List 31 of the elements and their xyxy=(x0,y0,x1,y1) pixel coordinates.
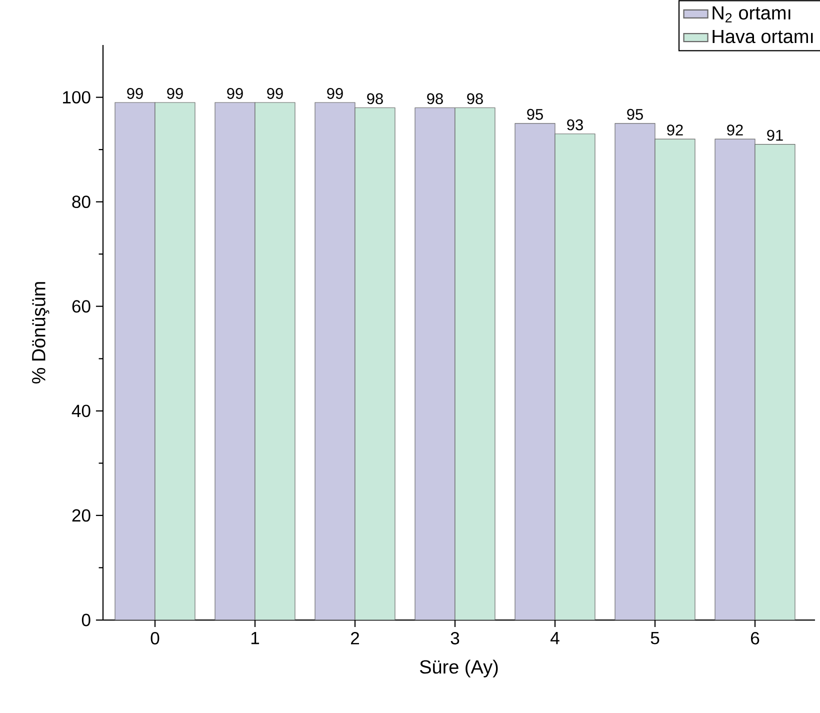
legend-label: N$_{2}$ ortamı xyxy=(712,6,790,22)
data-label: 91 xyxy=(767,130,783,141)
data-label: 99 xyxy=(127,88,143,99)
x-tick-label: 0 xyxy=(150,632,160,644)
data-label: 98 xyxy=(427,93,443,104)
data-label: 92 xyxy=(727,124,743,136)
x-tick-label: 6 xyxy=(751,632,760,644)
data-label: 95 xyxy=(627,108,643,120)
data-label: 98 xyxy=(467,93,483,104)
y-tick-label: 100 xyxy=(63,91,90,104)
y-tick-label: 40 xyxy=(72,404,90,418)
data-label: 99 xyxy=(267,88,283,99)
x-tick-label: 5 xyxy=(650,632,660,644)
x-tick-label: 4 xyxy=(550,632,560,644)
y-axis-title: % Dönüşüm xyxy=(32,282,50,384)
x-tick-label: 1 xyxy=(251,632,260,644)
data-label: 99 xyxy=(167,88,183,99)
data-label: 98 xyxy=(367,93,383,104)
data-label: 99 xyxy=(327,88,343,99)
data-label: 99 xyxy=(227,88,243,99)
y-tick-label: 60 xyxy=(72,300,90,313)
x-tick-label: 2 xyxy=(351,632,360,644)
legend-label: Hava ortamı xyxy=(712,30,813,44)
data-label: 95 xyxy=(527,108,543,120)
y-tick-label: 0 xyxy=(82,614,90,626)
y-tick-label: 80 xyxy=(72,196,90,208)
x-axis-title: Süre (Ay) xyxy=(420,660,498,678)
y-tick-label: 20 xyxy=(72,509,90,522)
data-label: 92 xyxy=(667,124,683,136)
x-tick-label: 3 xyxy=(450,632,460,644)
data-label: 93 xyxy=(567,119,583,130)
